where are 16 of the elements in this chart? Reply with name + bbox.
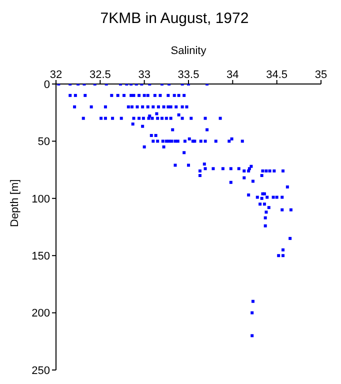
x-tick-label: 33.5 xyxy=(178,69,200,81)
y-tick-label: 0 xyxy=(44,78,50,91)
chart-title: 7KMB in August, 1972 xyxy=(99,9,250,29)
y-tick-label: 250 xyxy=(32,364,50,377)
x-tick-label: 34 xyxy=(226,69,239,81)
y-axis-title: Depth [m] xyxy=(8,179,21,227)
y-tick-label: 150 xyxy=(32,250,50,263)
x-tick-label: 35 xyxy=(314,69,328,81)
x-tick-label: 33 xyxy=(138,69,150,81)
x-tick-label: 32.5 xyxy=(89,69,111,81)
x-tick-label: 32 xyxy=(50,69,62,81)
y-tick-label: 100 xyxy=(32,193,50,206)
y-tick-label: 200 xyxy=(32,308,50,320)
x-tick-label: 34.5 xyxy=(266,69,288,81)
y-tick-label: 50 xyxy=(38,136,50,148)
x-axis-title: Salinity xyxy=(170,44,207,57)
